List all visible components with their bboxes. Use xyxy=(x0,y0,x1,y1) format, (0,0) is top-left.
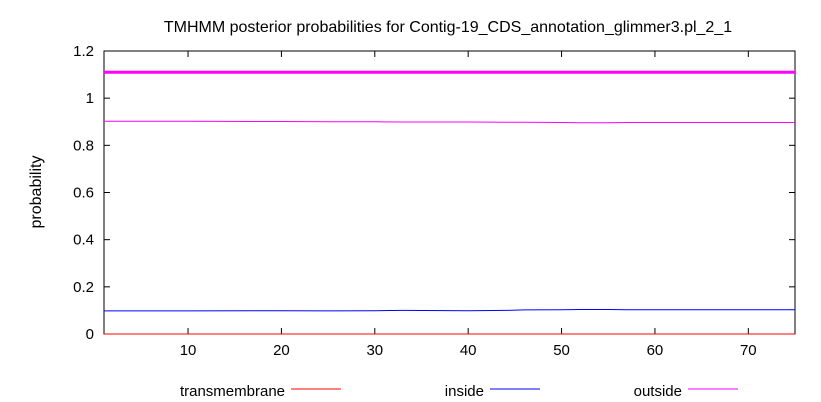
series-line-outside xyxy=(104,120,795,124)
y-tick-label: 0.8 xyxy=(73,137,94,154)
x-tick-label: 70 xyxy=(740,342,757,359)
series-lines xyxy=(104,70,795,335)
legend-label: outside xyxy=(634,383,682,400)
x-tick-label: 30 xyxy=(366,342,383,359)
y-axis-label: probability xyxy=(28,156,45,229)
y-tick-label: 1 xyxy=(86,90,94,107)
series-line-inside xyxy=(104,309,795,312)
x-tick-label: 40 xyxy=(460,342,477,359)
y-tick-label: 1.2 xyxy=(73,43,94,60)
x-tick-label: 60 xyxy=(647,342,664,359)
x-tick-label: 20 xyxy=(273,342,290,359)
y-tick-label: 0.2 xyxy=(73,279,94,296)
legend-label: inside xyxy=(445,383,484,400)
x-tick-label: 50 xyxy=(553,342,570,359)
chart-title: TMHMM posterior probabilities for Contig… xyxy=(164,19,732,36)
y-tick-label: 0.4 xyxy=(73,232,94,249)
y-tick-label: 0.6 xyxy=(73,185,94,202)
legend: transmembrane inside outside xyxy=(180,383,738,400)
axis-ticks: 10 20 30 40 50 60 70 0 0.2 0.4 0.6 0.8 1 1.2 xyxy=(73,43,795,359)
y-tick-label: 0 xyxy=(86,326,94,343)
x-tick-label: 10 xyxy=(180,342,197,359)
plot-frame xyxy=(103,50,796,335)
legend-label: transmembrane xyxy=(180,383,285,400)
